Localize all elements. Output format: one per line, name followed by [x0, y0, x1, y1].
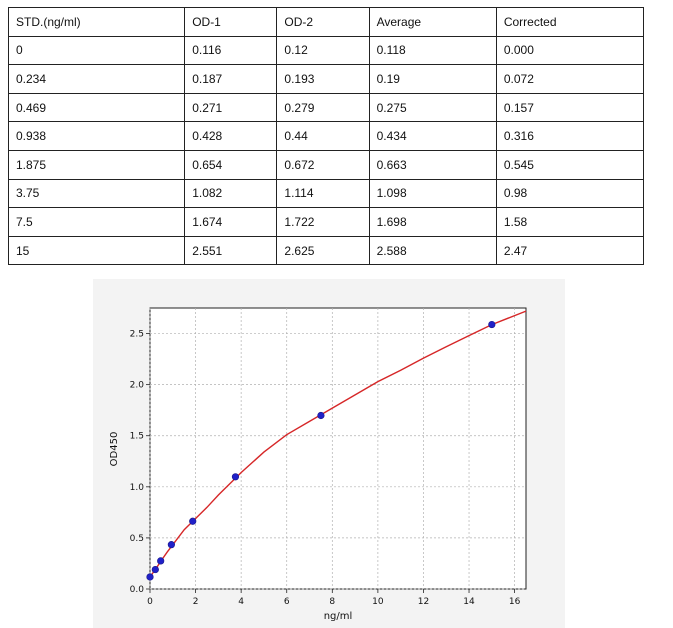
data-point	[167, 541, 175, 549]
cell-od1: 1.674	[184, 207, 278, 237]
cell-std: 0.938	[7, 121, 186, 151]
table-body: 0 0.116 0.12 0.118 0.000 0.234 0.187 0.193 0.19 0…	[7, 35, 645, 266]
cell-std: 0	[7, 35, 186, 66]
table-header-row: STD.(ng/ml) OD-1 OD-2 Average Corrected	[7, 7, 645, 37]
data-point	[488, 320, 496, 329]
cell-od2: 1.722	[276, 207, 370, 237]
standard-curve-chart: 0 2 4 6 8 10 12 14 16 0.0 0.5 1.0 1.5 2.0 2.5 ng/ml OD…	[109, 307, 527, 622]
cell-od2: 1.114	[276, 178, 370, 209]
cell-od1: 0.271	[184, 92, 278, 123]
cell-od1: 0.116	[184, 35, 278, 66]
y-tick-label: 2.0	[130, 381, 145, 391]
cell-corrected: 0.316	[495, 121, 645, 151]
fit-curve	[149, 310, 527, 578]
y-tick-label: 2.5	[130, 330, 144, 340]
table-row: 0 0.116 0.12 0.118 0.000	[7, 35, 645, 66]
x-tick-label: 16	[509, 597, 521, 607]
cell-average: 0.19	[368, 64, 497, 94]
cell-od2: 0.193	[276, 64, 370, 94]
cell-average: 0.663	[368, 149, 497, 180]
cell-std: 15	[7, 235, 186, 266]
header-od2: OD-2	[276, 7, 370, 37]
header-od1: OD-1	[184, 7, 278, 37]
x-tick-label: 0	[147, 597, 153, 607]
data-point	[189, 517, 197, 525]
header-average: Average	[368, 7, 497, 37]
x-axis-label: ng/ml	[324, 611, 353, 622]
y-axis-label: OD450	[109, 432, 120, 467]
data-point	[157, 557, 165, 565]
data-point	[231, 473, 240, 481]
cell-std: 3.75	[7, 178, 186, 209]
cell-od1: 0.654	[184, 149, 278, 180]
table-row: 0.234 0.187 0.193 0.19 0.072	[7, 64, 645, 94]
y-tick-label: 1.5	[130, 432, 144, 442]
cell-corrected: 0.072	[495, 64, 645, 94]
cell-od1: 2.551	[184, 235, 278, 266]
table-row: 0.938 0.428 0.44 0.434 0.316	[7, 121, 645, 151]
cell-od2: 0.44	[276, 121, 370, 151]
cell-average: 1.698	[368, 207, 497, 237]
cell-od2: 0.12	[276, 35, 370, 66]
cell-corrected: 0.545	[495, 149, 645, 180]
axis-ticks: 0 2 4 6 8 10 12 14 16 0.0 0.5 1.0 1.5 2.0 2.5	[130, 330, 521, 607]
cell-od1: 1.082	[184, 178, 278, 209]
cell-corrected: 0.157	[495, 92, 645, 123]
data-point	[146, 573, 154, 581]
cell-average: 0.118	[368, 35, 497, 66]
cell-std: 0.234	[7, 64, 186, 94]
cell-average: 0.434	[368, 121, 497, 151]
cell-std: 1.875	[7, 149, 186, 180]
x-tick-label: 14	[463, 597, 475, 607]
cell-average: 0.275	[368, 92, 497, 123]
table-row: 15 2.551 2.625 2.588 2.47	[7, 235, 645, 266]
x-tick-label: 2	[193, 597, 199, 607]
table-row: 7.5 1.674 1.722 1.698 1.58	[7, 207, 645, 237]
y-tick-label: 0.0	[130, 585, 145, 595]
table-row: 3.75 1.082 1.114 1.098 0.98	[7, 178, 645, 209]
data-point	[317, 411, 325, 420]
data-point	[151, 565, 159, 574]
cell-od1: 0.187	[184, 64, 278, 94]
header-corrected: Corrected	[495, 7, 645, 37]
standard-table: STD.(ng/ml) OD-1 OD-2 Average Corrected …	[7, 7, 645, 266]
cell-std: 0.469	[7, 92, 186, 123]
cell-od1: 0.428	[184, 121, 278, 151]
cell-od2: 0.672	[276, 149, 370, 180]
cell-average: 2.588	[368, 235, 497, 266]
y-tick-label: 1.0	[130, 483, 145, 493]
x-tick-label: 6	[284, 597, 290, 607]
cell-corrected: 1.58	[495, 207, 645, 237]
header-std: STD.(ng/ml)	[7, 7, 186, 37]
cell-corrected: 0.000	[495, 35, 645, 66]
x-tick-label: 4	[238, 597, 244, 607]
cell-corrected: 0.98	[495, 178, 645, 209]
cell-std: 7.5	[7, 207, 186, 237]
grid-lines	[149, 308, 526, 590]
plot-area	[149, 307, 527, 590]
table-row: 0.469 0.271 0.279 0.275 0.157	[7, 92, 645, 123]
cell-corrected: 2.47	[495, 235, 645, 266]
data-points	[146, 320, 496, 581]
cell-od2: 0.279	[276, 92, 370, 123]
cell-average: 1.098	[368, 178, 497, 209]
y-tick-label: 0.5	[130, 534, 144, 544]
x-tick-label: 12	[418, 597, 429, 607]
x-tick-label: 8	[329, 597, 335, 607]
table-row: 1.875 0.654 0.672 0.663 0.545	[7, 149, 645, 180]
cell-od2: 2.625	[276, 235, 370, 266]
x-tick-label: 10	[372, 597, 384, 607]
